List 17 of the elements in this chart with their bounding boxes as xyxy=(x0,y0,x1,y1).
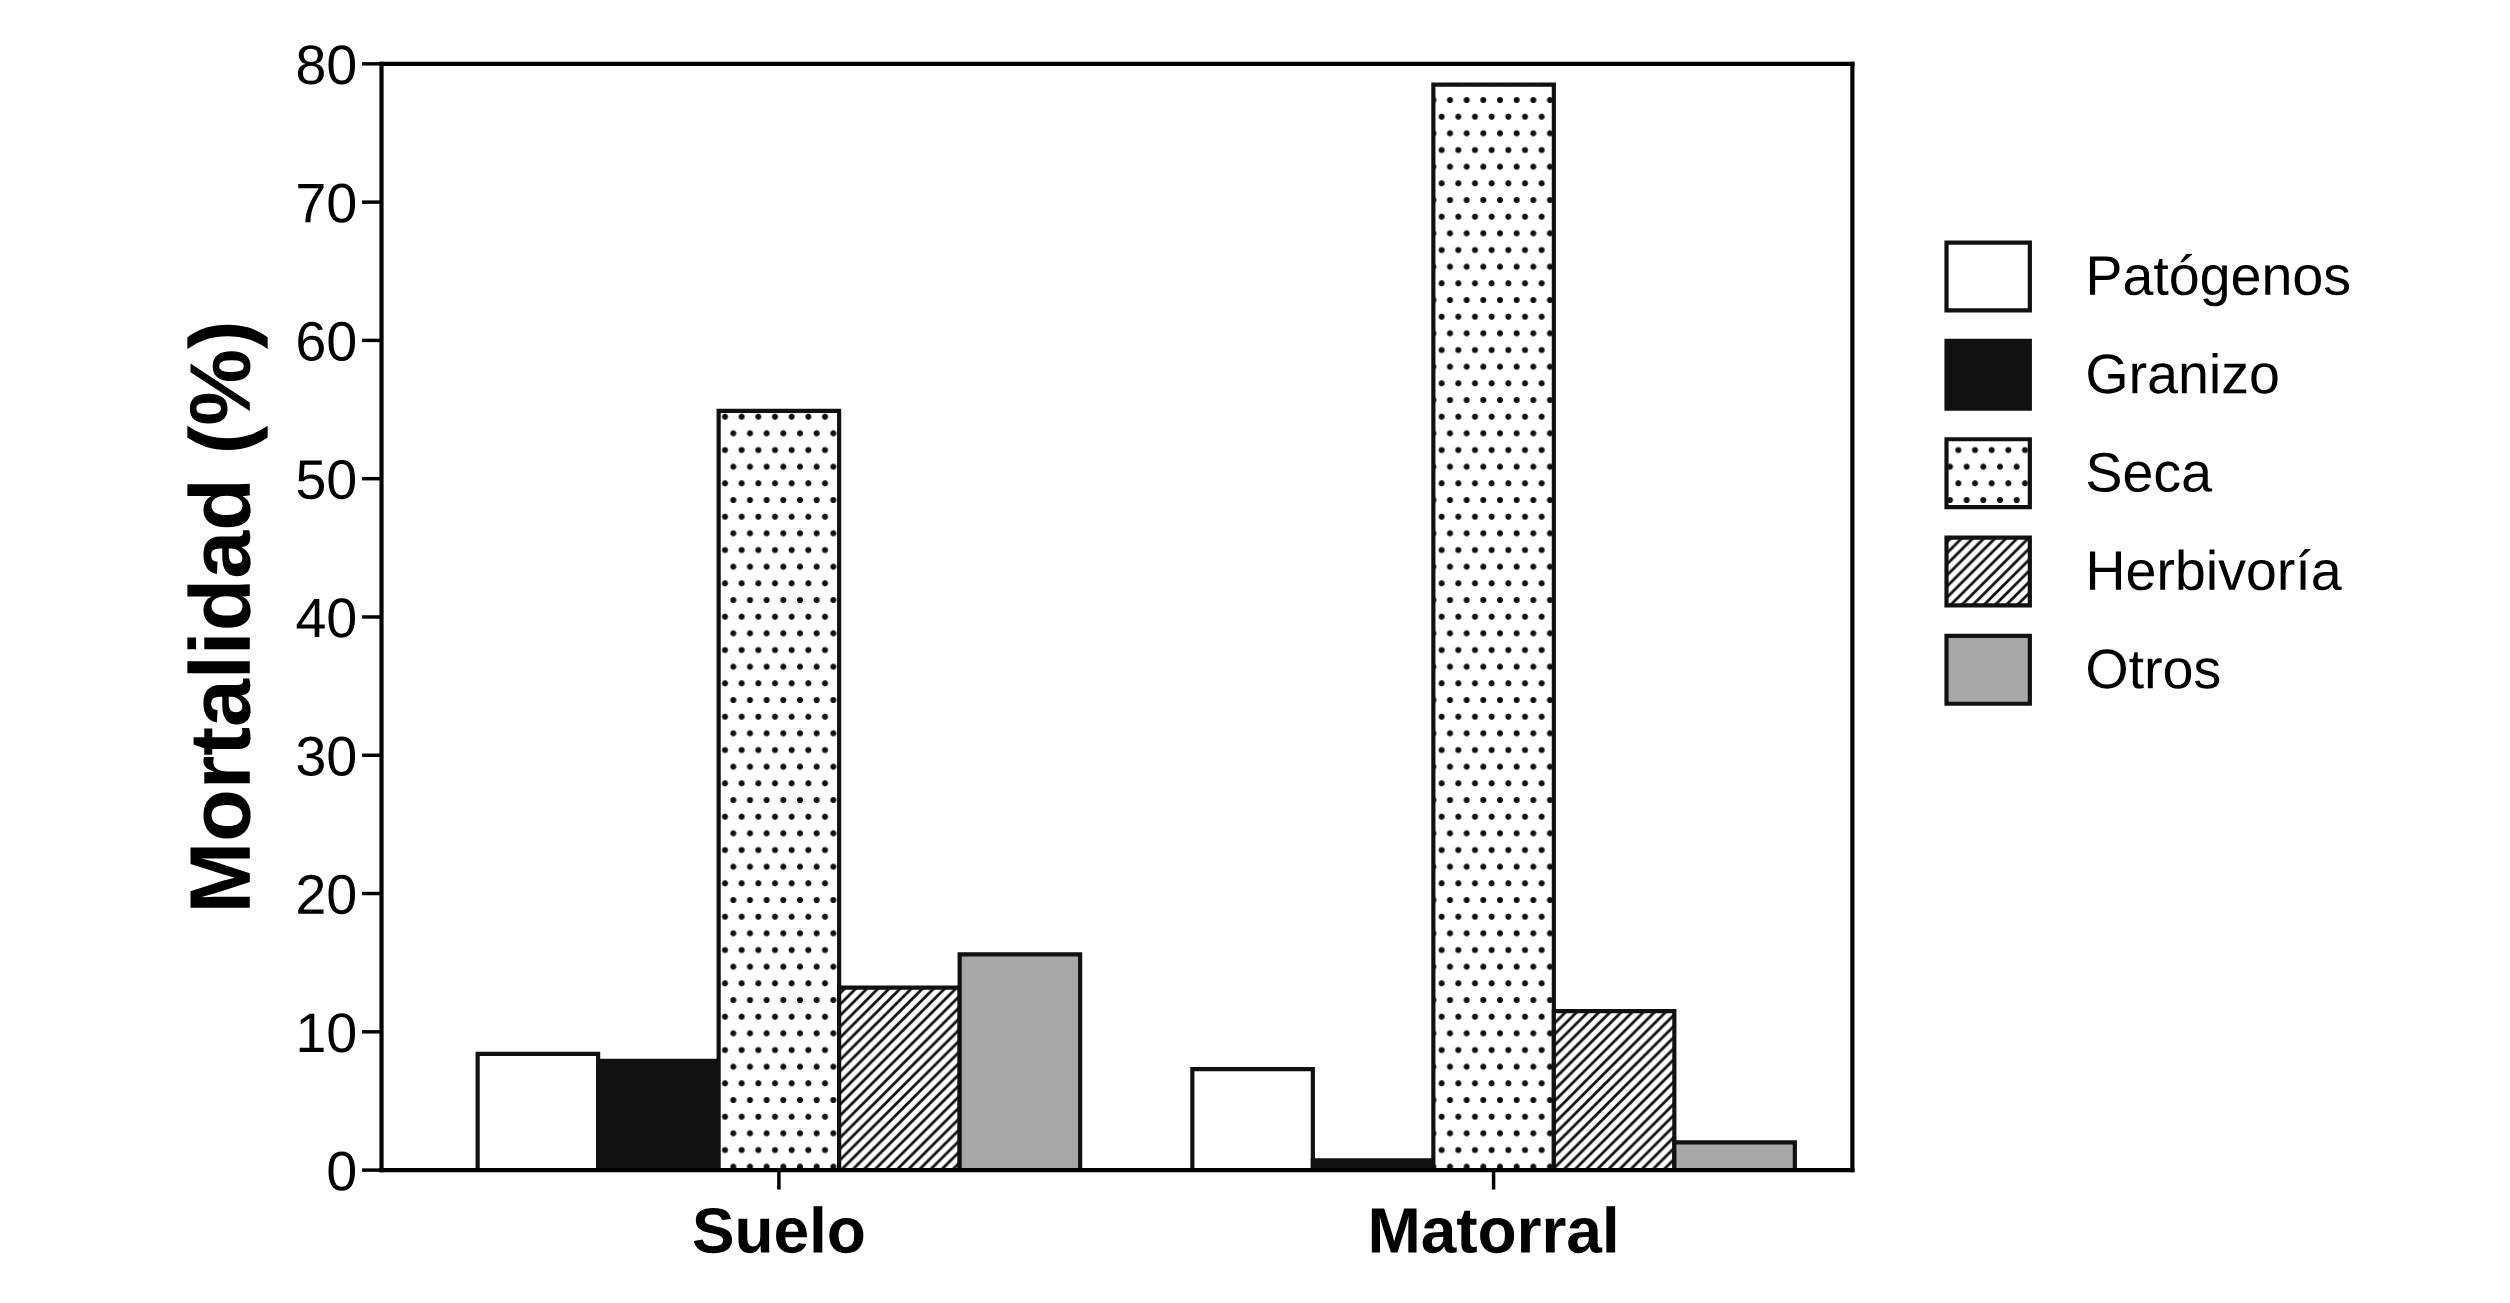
legend-label: Granizo xyxy=(2088,352,2278,394)
y-tick-label: 30 xyxy=(297,736,356,776)
y-tick-label: 50 xyxy=(297,460,356,500)
legend-label: Patógenos xyxy=(2089,253,2350,307)
y-axis-title: Mortalidad (%) xyxy=(187,324,268,908)
y-tick-label: 10 xyxy=(299,1013,356,1053)
legend-label: Seca xyxy=(2087,452,2213,493)
legend-label: Otros xyxy=(2088,649,2220,689)
legend-label: Herbivoría xyxy=(2089,548,2342,591)
y-tick-label: 40 xyxy=(296,598,356,638)
x-tick-label: Matorral xyxy=(1371,1206,1616,1254)
y-tick-label: 0 xyxy=(328,1151,356,1191)
y-tick-label: 20 xyxy=(298,874,356,915)
y-tick-label: 60 xyxy=(298,321,356,362)
y-tick-label: 70 xyxy=(298,183,356,223)
y-tick-label: 80 xyxy=(297,45,356,85)
x-tick-label: Suelo xyxy=(693,1206,864,1254)
